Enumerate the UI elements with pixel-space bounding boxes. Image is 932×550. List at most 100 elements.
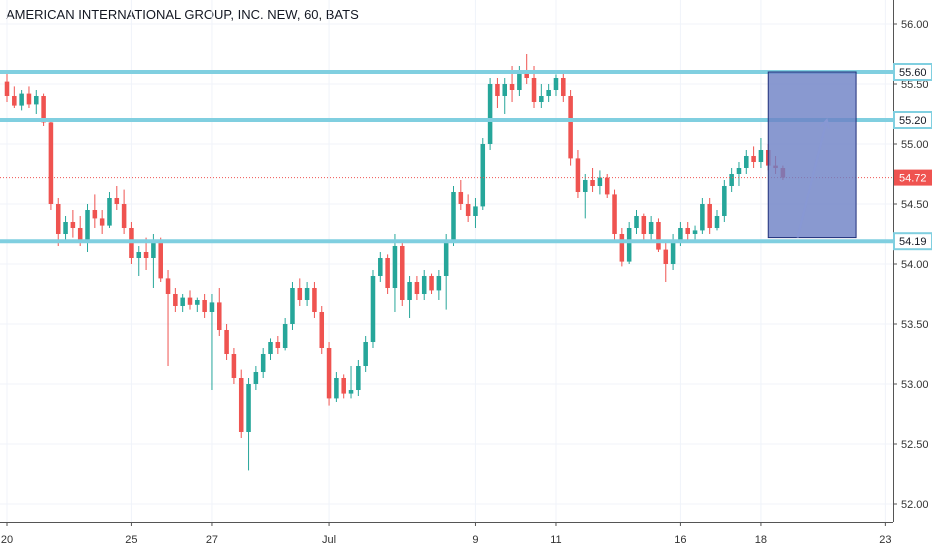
price-tick-label: 53.00 — [901, 379, 929, 391]
candle-body — [158, 240, 163, 279]
time-tick-label: 20 — [1, 534, 13, 546]
price-tick-label: 55.50 — [901, 79, 929, 91]
candle-body — [473, 206, 478, 216]
target-zone-rectangle — [767, 71, 857, 239]
candle-body — [85, 210, 90, 240]
candle-body — [678, 228, 683, 240]
candle-body — [319, 312, 325, 348]
candle-body — [458, 192, 464, 204]
candle-body — [246, 384, 251, 432]
candle-body — [539, 96, 544, 102]
candle-body — [495, 84, 500, 96]
candle-body — [312, 288, 317, 312]
candle-body — [202, 300, 207, 312]
candle-body — [597, 177, 603, 186]
candle-body — [151, 240, 156, 258]
candle-body — [604, 177, 610, 195]
level-price-badge — [893, 111, 932, 129]
candle-body — [392, 246, 398, 288]
candle-body — [12, 96, 17, 106]
candle-body — [414, 282, 420, 294]
candle-body — [700, 204, 705, 231]
candle-body — [334, 378, 339, 399]
price-tick-label: 53.50 — [901, 319, 929, 331]
candle-body — [55, 204, 61, 234]
candle-body — [502, 84, 508, 96]
candle-body — [26, 93, 32, 105]
candle-body — [685, 228, 690, 234]
candle-body — [99, 218, 105, 226]
candle-body — [692, 230, 698, 234]
trend-arrow — [796, 119, 828, 238]
candle-body — [92, 210, 98, 219]
candle-body — [121, 204, 127, 228]
candle-body — [546, 90, 551, 96]
candle-body — [41, 96, 46, 123]
candle-body — [561, 78, 566, 96]
level-price-label: 55.60 — [899, 67, 927, 79]
candle-body — [224, 330, 229, 354]
candle-body — [751, 156, 756, 162]
candle-body — [217, 302, 222, 330]
candle-body — [487, 84, 493, 144]
price-tick-label: 52.00 — [901, 499, 929, 511]
last-price-label: 54.72 — [899, 173, 927, 185]
candle-body — [4, 81, 10, 96]
candle-body — [722, 186, 727, 216]
candle-body — [524, 72, 529, 78]
price-tick-label: 55.00 — [901, 139, 929, 151]
level-price-label: 54.19 — [899, 236, 927, 248]
candle-body — [443, 240, 449, 276]
candle-body — [634, 216, 639, 228]
candle-body — [619, 234, 625, 262]
candle-body — [670, 240, 676, 264]
candle-body — [626, 228, 632, 262]
candle-body — [568, 96, 573, 159]
candle-body — [370, 276, 376, 342]
candle-body — [107, 198, 112, 226]
candle-body — [77, 228, 83, 240]
candle-body — [656, 222, 661, 250]
candle-body — [165, 278, 171, 294]
candle-body — [378, 258, 383, 276]
candle-body — [758, 150, 764, 162]
candle-body — [275, 342, 281, 348]
candle-body — [385, 258, 390, 288]
candle-body — [290, 288, 295, 324]
time-tick-label: 16 — [674, 534, 686, 546]
candle-body — [180, 297, 185, 306]
candle-body — [590, 180, 595, 186]
candle-body — [707, 204, 712, 228]
level-price-badge — [893, 232, 932, 251]
candle-body — [363, 342, 368, 366]
candle-body — [173, 294, 178, 306]
time-tick-label: 23 — [879, 534, 891, 546]
candle-body — [612, 194, 617, 234]
candle-body — [238, 378, 244, 432]
candle-body — [451, 192, 456, 240]
candle-body — [465, 204, 471, 216]
candle-body — [348, 390, 354, 394]
time-tick-label: 27 — [206, 534, 218, 546]
candle-body — [436, 276, 442, 291]
candle-body — [326, 348, 332, 399]
candle-body — [19, 93, 24, 106]
time-tick-label: 18 — [755, 534, 767, 546]
candle-body — [729, 174, 734, 186]
candle-body — [553, 78, 559, 90]
candle-body — [34, 96, 39, 105]
candle-body — [304, 288, 310, 300]
time-tick-label: 25 — [125, 534, 137, 546]
candle-body — [70, 222, 76, 228]
candle-body — [714, 216, 720, 228]
price-tick-label: 56.00 — [901, 19, 929, 31]
candle-body — [582, 180, 588, 192]
candle-body — [531, 78, 537, 102]
candle-body — [399, 246, 405, 300]
candle-body — [575, 158, 581, 192]
candle-body — [509, 84, 515, 90]
candle-body — [48, 122, 54, 204]
candle-body — [195, 300, 200, 305]
candle-body — [663, 249, 669, 264]
